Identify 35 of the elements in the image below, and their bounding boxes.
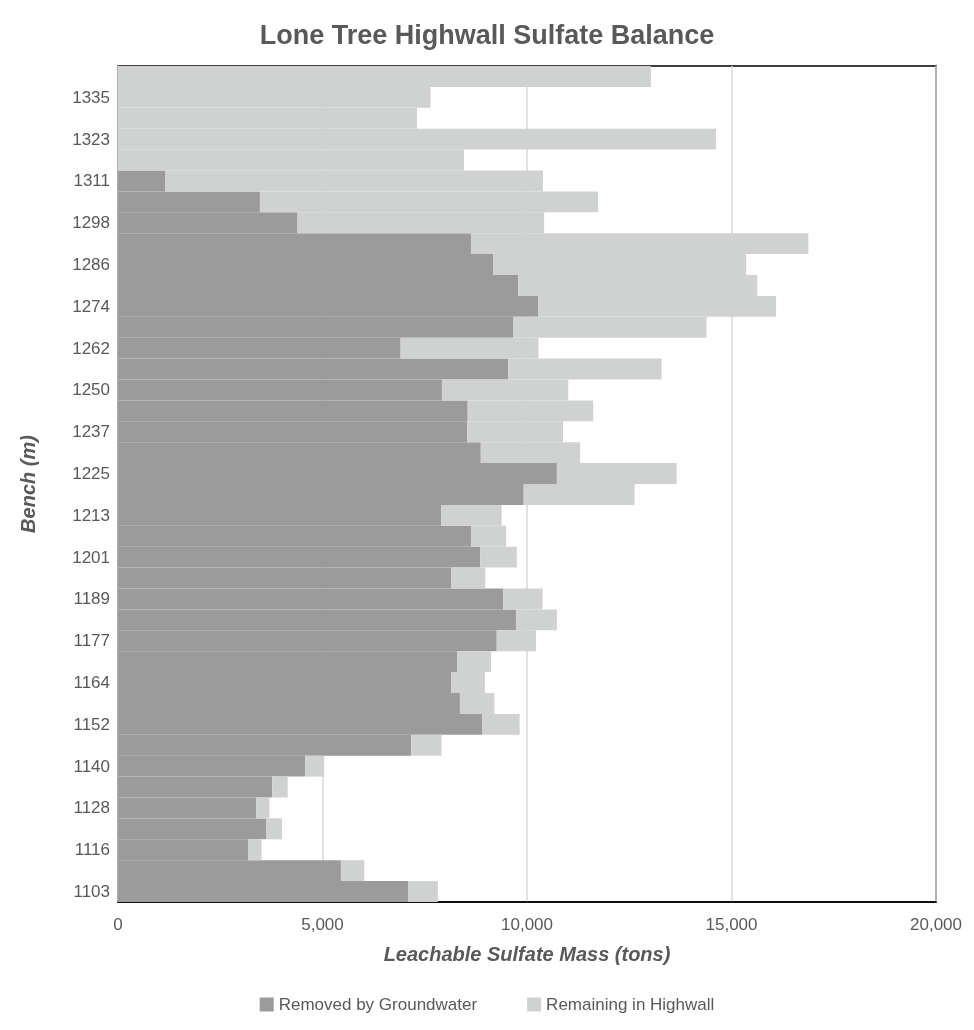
- x-tick-label: 15,000: [705, 915, 758, 934]
- y-tick-label: 1164: [73, 673, 110, 693]
- x-tick-label: 0: [113, 915, 123, 934]
- x-tick-label: 5,000: [301, 915, 344, 934]
- chart-title: Lone Tree Highwall Sulfate Balance: [259, 19, 715, 50]
- y-tick-label: 1237: [72, 422, 110, 442]
- y-tick-label: 1335: [72, 87, 110, 107]
- bar: [411, 734, 442, 756]
- bar: [407, 881, 438, 902]
- y-tick-label: 1152: [73, 714, 110, 734]
- y-axis-title: Bench (m): [17, 434, 39, 533]
- y-tick-label: 1311: [73, 171, 110, 191]
- y-tick-label: 1298: [72, 213, 110, 233]
- x-axis-title: Leachable Sulfate Mass (tons): [383, 943, 671, 965]
- x-tick-label: 20,000: [910, 915, 962, 934]
- y-tick-label: 1128: [73, 798, 110, 818]
- y-tick-label: 1140: [73, 756, 110, 776]
- x-tick-label: 10,000: [501, 915, 553, 934]
- y-tick-label: 1250: [72, 380, 110, 400]
- y-tick-label: 1262: [72, 338, 110, 358]
- y-tick-label: 1201: [72, 547, 110, 567]
- legend-label: Removed by Groundwater: [278, 995, 478, 1014]
- y-tick-label: 1286: [72, 255, 110, 275]
- y-tick-label: 1323: [72, 129, 110, 149]
- y-tick-label: 1189: [73, 589, 110, 609]
- y-tick-label: 1116: [74, 840, 110, 860]
- y-tick-label: 1225: [72, 464, 110, 484]
- y-tick-label: 1177: [73, 631, 110, 651]
- bar: [248, 839, 262, 861]
- bar: [272, 776, 288, 798]
- bar: [340, 860, 365, 882]
- legend-label: Remaining in Highwall: [546, 995, 715, 1014]
- y-tick-label: 1274: [72, 296, 110, 316]
- y-tick-label: 1103: [73, 882, 110, 902]
- y-tick-label: 1213: [72, 505, 110, 525]
